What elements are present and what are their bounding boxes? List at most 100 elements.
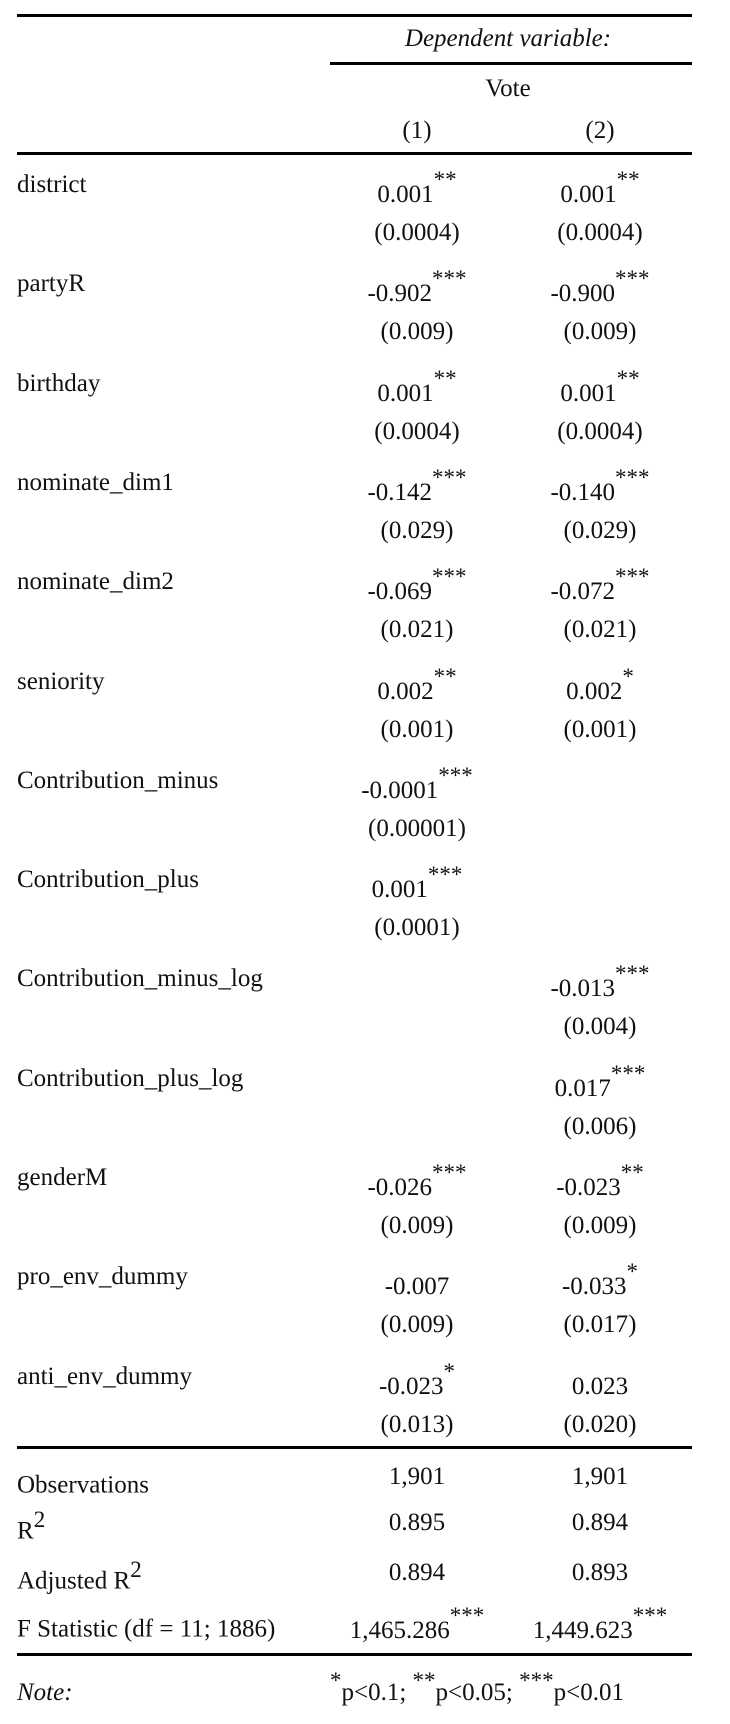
significance-stars: *** xyxy=(615,464,650,490)
variable-label: Contribution_plus_log xyxy=(17,1064,244,1092)
statistic-value: 1,465.286 xyxy=(349,1617,450,1644)
standard-error-col1: (0.029) xyxy=(380,516,454,544)
significance-stars: * xyxy=(626,1259,639,1285)
significance-stars: ** xyxy=(433,167,457,192)
coefficient-col2: 0.023 xyxy=(572,1374,628,1399)
note-threshold: p<0.1; xyxy=(341,1679,407,1706)
standard-error-col2: (0.0004) xyxy=(557,417,643,445)
standard-error-col2: (0.020) xyxy=(563,1410,637,1438)
coefficient-value: -0.900 xyxy=(550,280,616,308)
coefficient-value: -0.023 xyxy=(556,1174,621,1201)
significance-stars: *** xyxy=(610,1060,646,1086)
standard-error-col1: (0.013) xyxy=(380,1410,454,1438)
coefficient-col1: -0.007 xyxy=(385,1274,450,1299)
standard-error-col2: (0.009) xyxy=(563,1212,637,1239)
statistic-label: F Statistic (df = 11; 1886) xyxy=(17,1608,275,1641)
significance-stars: ** xyxy=(433,663,457,689)
statistic-value-col1: 1,901 xyxy=(389,1464,445,1489)
significance-stars: ** xyxy=(616,365,640,391)
significance-stars: *** xyxy=(432,564,467,590)
standard-error-col2: (0.029) xyxy=(563,516,637,544)
standard-error-col2: (0.006) xyxy=(563,1112,637,1140)
coefficient-value: -0.072 xyxy=(550,578,616,606)
variable-label: pro_env_dummy xyxy=(17,1263,188,1291)
statistic-value: 0.894 xyxy=(571,1509,629,1536)
statistic-value: 1,449.623 xyxy=(532,1617,633,1644)
coefficient-col1: 0.001** xyxy=(377,367,456,407)
statistic-value: 0.893 xyxy=(571,1559,629,1586)
standard-error-col2: (0.021) xyxy=(563,616,637,644)
coefficient-value: 0.001 xyxy=(371,876,428,904)
statistic-name: R xyxy=(17,1517,34,1545)
note-label: Note: xyxy=(17,1679,73,1706)
variable-label: anti_env_dummy xyxy=(17,1362,192,1390)
standard-error-col1: (0.001) xyxy=(380,715,454,743)
coefficient-col2: 0.001** xyxy=(560,367,639,407)
note-threshold: p<0.05; xyxy=(435,1679,513,1706)
standard-error-col1: (0.021) xyxy=(380,616,454,644)
standard-error-col2: (0.001) xyxy=(563,715,637,743)
standard-error-col1: (0.009) xyxy=(380,1311,454,1339)
statistic-value-col1: 0.894 xyxy=(389,1560,445,1585)
variable-label: Contribution_plus xyxy=(17,866,199,894)
note-stars: *** xyxy=(519,1668,554,1693)
significance-stars: *** xyxy=(427,862,463,888)
significance-stars: *** xyxy=(432,464,467,490)
note-threshold: p<0.01 xyxy=(553,1679,624,1706)
statistic-value-col1: 1,465.286*** xyxy=(349,1604,485,1644)
top-rule xyxy=(17,14,692,17)
coefficient-value: 0.001 xyxy=(560,379,617,407)
statistic-value-col1: 0.895 xyxy=(389,1510,445,1535)
statistic-superscript: 2 xyxy=(130,1557,142,1582)
note-stars: * xyxy=(330,1668,342,1693)
coefficient-value: -0.023 xyxy=(378,1372,444,1400)
standard-error-col1: (0.0001) xyxy=(374,914,460,942)
variable-label: nominate_dim2 xyxy=(17,568,174,596)
coefficient-col1: -0.0001*** xyxy=(361,764,473,804)
coefficient-value: 0.002 xyxy=(377,677,434,705)
coefficient-value: 0.002 xyxy=(566,677,623,705)
variable-label: seniority xyxy=(17,667,105,695)
standard-error-col1: (0.009) xyxy=(380,318,454,346)
statistic-value: 1,901 xyxy=(388,1463,446,1490)
coefficient-value: -0.902 xyxy=(367,280,433,308)
coefficient-col1: -0.026*** xyxy=(367,1161,466,1200)
significance-stars: *** xyxy=(615,961,650,987)
dependent-variable-name: Vote xyxy=(485,75,531,102)
note-rule xyxy=(17,1653,692,1656)
coefficient-value: -0.140 xyxy=(550,478,616,506)
statistic-value-col2: 0.894 xyxy=(572,1510,628,1535)
statistic-value: 1,901 xyxy=(571,1463,629,1490)
coefficient-value: -0.069 xyxy=(367,578,433,606)
coefficient-col2: -0.900*** xyxy=(550,267,649,308)
significance-stars: ** xyxy=(616,167,640,192)
coefficient-value: 0.017 xyxy=(554,1074,611,1102)
coefficient-col2: 0.017*** xyxy=(554,1062,646,1102)
variable-label: partyR xyxy=(17,270,86,298)
standard-error-col2: (0.017) xyxy=(563,1311,637,1339)
coefficient-value: 0.001 xyxy=(377,379,434,407)
coefficient-value: -0.013 xyxy=(550,975,616,1003)
header-rule xyxy=(17,152,692,155)
standard-error-col1: (0.00001) xyxy=(368,814,466,842)
coefficient-col1: -0.142*** xyxy=(367,466,466,505)
variable-label: Contribution_minus xyxy=(17,766,219,794)
standard-error-col2: (0.009) xyxy=(563,318,637,346)
variable-label: Contribution_minus_log xyxy=(17,965,263,993)
coefficient-value: -0.0001 xyxy=(361,776,439,804)
statistic-value: 0.895 xyxy=(388,1509,446,1536)
coefficient-col2: -0.023** xyxy=(556,1161,644,1201)
statistic-value-col2: 1,449.623*** xyxy=(532,1604,668,1644)
significance-stars: * xyxy=(622,663,634,689)
coefficient-value: 0.023 xyxy=(571,1372,629,1400)
significance-stars: *** xyxy=(632,1603,668,1628)
coefficient-col2: -0.033* xyxy=(562,1260,638,1299)
coefficient-col1: 0.001** xyxy=(377,168,456,207)
column-header-2: (2) xyxy=(585,117,615,144)
standard-error-col1: (0.0004) xyxy=(374,219,460,246)
coefficient-col2: -0.140*** xyxy=(550,466,649,506)
dependent-variable-underline xyxy=(330,62,692,65)
significance-stars: ** xyxy=(433,365,457,391)
coefficient-col2: -0.072*** xyxy=(550,565,649,606)
